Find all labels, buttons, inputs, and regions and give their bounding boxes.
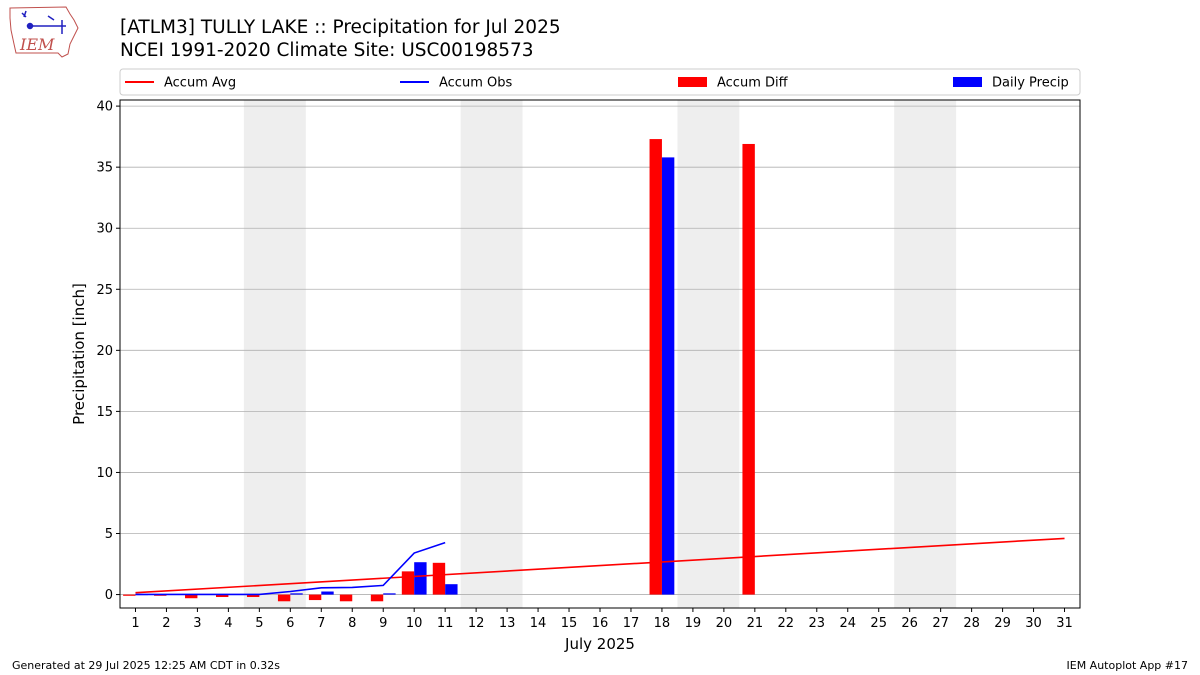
x-tick-label: 10: [406, 616, 423, 631]
accum-diff-bar: [216, 594, 229, 598]
x-tick-label: 19: [685, 616, 702, 631]
x-tick-label: 28: [963, 616, 980, 631]
legend-label: Accum Obs: [439, 76, 512, 91]
iowa-outline-icon: [9, 6, 79, 58]
legend-accum-avg: Accum Avg: [125, 76, 236, 91]
y-tick-label: 35: [96, 161, 113, 176]
weekend-band: [243, 100, 306, 608]
y-gridlines: [120, 105, 1080, 595]
x-tick-label: 20: [716, 616, 733, 631]
x-tick-label: 14: [530, 616, 547, 631]
chart-title: [ATLM3] TULLY LAKE :: Precipitation for …: [120, 17, 561, 38]
x-tick-label: 12: [468, 616, 485, 631]
x-tick-label: 13: [499, 616, 516, 631]
x-tick-label: 27: [932, 616, 949, 631]
x-tick-label: 5: [255, 616, 263, 631]
weekend-band: [677, 100, 740, 608]
legend: Accum Avg Accum Obs Accum Diff Daily Precip: [119, 68, 1081, 96]
accum-diff-bar: [185, 594, 198, 599]
legend-daily-precip: Daily Precip: [953, 76, 1069, 91]
x-tick-label: 9: [379, 616, 387, 631]
x-tick-label: 11: [437, 616, 454, 631]
bar-marks: [123, 139, 755, 602]
x-tick-label: 7: [317, 616, 325, 631]
legend-accum-diff: Accum Diff: [678, 76, 789, 91]
x-axis-label: July 2025: [564, 635, 635, 653]
y-axis-label: Precipitation [inch]: [70, 283, 88, 425]
daily-precip-bar: [445, 584, 458, 595]
x-tick-label: 22: [778, 616, 795, 631]
accum-diff-bar: [308, 594, 322, 601]
weather-instruments-icon: [21, 10, 66, 34]
daily-precip-bar: [321, 591, 334, 595]
x-tick-label: 2: [162, 616, 170, 631]
y-tick-label: 0: [105, 588, 113, 603]
x-tick-label: 18: [654, 616, 671, 631]
y-tick-label: 30: [96, 222, 113, 237]
x-tick-label: 26: [901, 616, 918, 631]
x-tick-label: 21: [747, 616, 764, 631]
accum-diff-bar: [742, 143, 755, 595]
y-tick-label: 10: [96, 466, 113, 481]
accum-diff-bar: [370, 594, 384, 602]
x-tick-label: 31: [1056, 616, 1073, 631]
weekend-shading: [243, 100, 957, 608]
weekend-band: [460, 100, 523, 608]
footer-app-text: IEM Autoplot App #17: [1066, 659, 1189, 672]
y-tick-label: 15: [96, 405, 113, 420]
x-tick-label: 17: [623, 616, 640, 631]
x-tick-label: 15: [561, 616, 578, 631]
x-tick-label: 24: [839, 616, 856, 631]
footer-generated-text: Generated at 29 Jul 2025 12:25 AM CDT in…: [12, 659, 280, 672]
x-tick-label: 30: [1025, 616, 1042, 631]
x-tick-label: 1: [131, 616, 139, 631]
accum-obs-line: [135, 541, 446, 596]
legend-frame: [119, 68, 1081, 96]
legend-label: Daily Precip: [992, 76, 1069, 91]
accum-diff-bar: [339, 594, 353, 602]
iem-logo: IEM: [9, 6, 79, 58]
x-tick-label: 4: [224, 616, 232, 631]
x-tick-label: 25: [870, 616, 887, 631]
accum-diff-bar: [277, 594, 291, 602]
chart-subtitle: NCEI 1991-2020 Climate Site: USC00198573: [120, 40, 534, 61]
legend-label: Accum Diff: [717, 76, 789, 91]
accum-diff-bar: [432, 562, 446, 595]
accum-diff-bar: [649, 139, 662, 595]
x-tick-label: 23: [809, 616, 826, 631]
line-marks: [135, 537, 1065, 596]
daily-precip-bar: [414, 562, 427, 595]
y-axis: 0 5 10 15 20 25 30 35 40: [96, 100, 120, 603]
daily-precip-bar: [290, 593, 303, 595]
logo-text: IEM: [19, 35, 55, 54]
x-tick-label: 8: [348, 616, 356, 631]
daily-precip-bar: [661, 157, 675, 595]
accum-avg-line: [135, 537, 1065, 594]
x-tick-label: 29: [994, 616, 1011, 631]
y-tick-label: 20: [96, 344, 113, 359]
daily-precip-bar: [383, 593, 396, 595]
x-tick-label: 16: [592, 616, 609, 631]
accum-diff-bar: [246, 594, 260, 598]
x-tick-label: 6: [286, 616, 294, 631]
y-tick-label: 25: [96, 283, 113, 298]
x-tick-label: 3: [193, 616, 201, 631]
x-axis: 1 2 3 4 5 6 7 8 9 10 11 12 13 14 15 16 17 18 19 20 21 22 23 24 2…: [131, 608, 1073, 631]
legend-swatch: [678, 77, 707, 87]
legend-label: Accum Avg: [164, 76, 236, 91]
accum-diff-bar: [123, 594, 136, 596]
y-tick-label: 5: [105, 527, 113, 542]
accum-diff-bar: [401, 571, 415, 595]
legend-accum-obs: Accum Obs: [400, 76, 512, 91]
y-tick-label: 40: [96, 100, 113, 115]
legend-swatch: [953, 77, 982, 87]
weekend-band: [894, 100, 957, 608]
